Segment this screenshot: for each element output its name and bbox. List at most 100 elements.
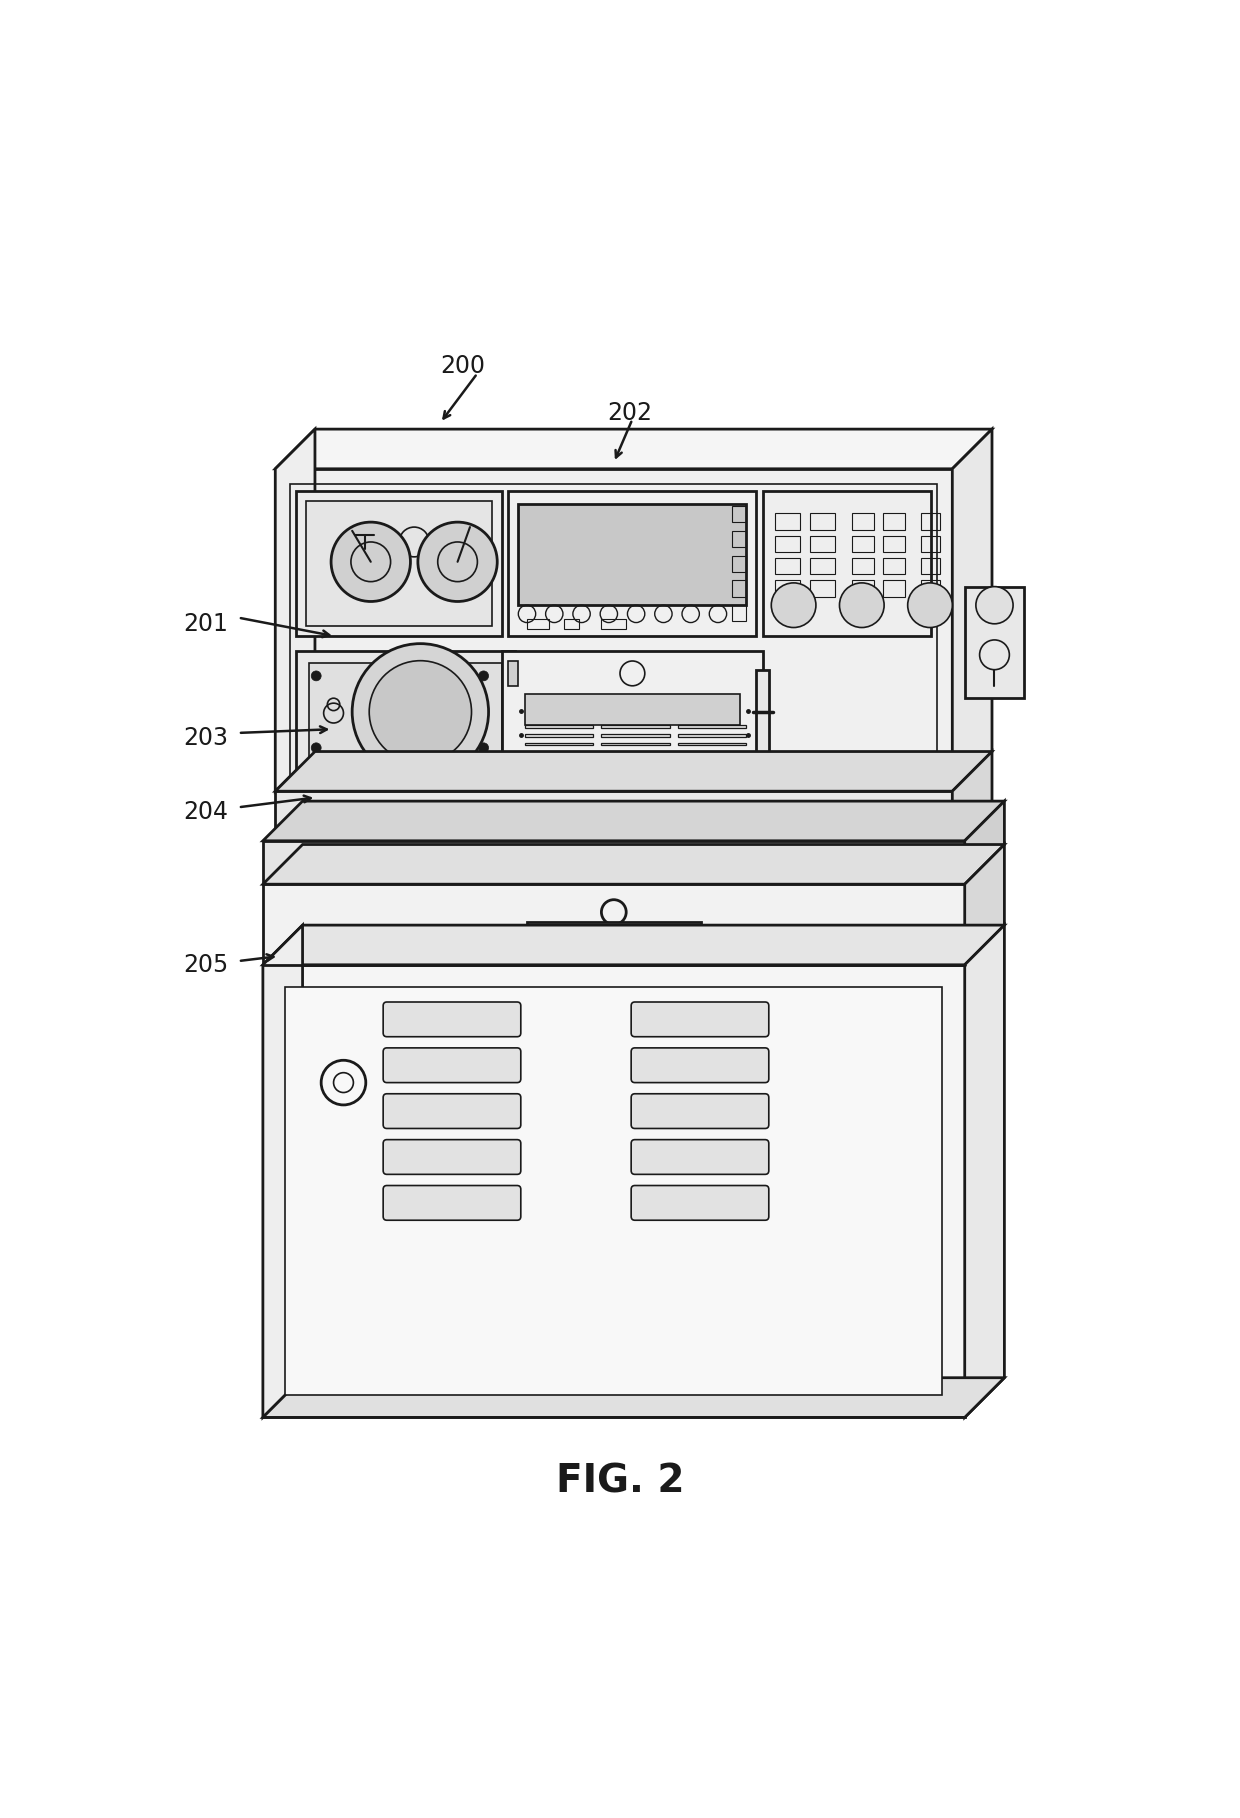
Bar xyxy=(775,558,800,574)
Bar xyxy=(756,669,769,754)
Bar xyxy=(564,618,579,629)
Bar xyxy=(810,536,835,553)
Polygon shape xyxy=(263,925,1004,965)
Text: 201: 201 xyxy=(184,613,228,636)
FancyBboxPatch shape xyxy=(631,1185,769,1220)
Bar xyxy=(852,536,874,553)
Bar xyxy=(527,618,549,629)
Bar xyxy=(678,725,746,727)
Polygon shape xyxy=(965,925,1004,1418)
Text: FIG. 2: FIG. 2 xyxy=(556,1463,684,1502)
Bar xyxy=(508,662,518,685)
Bar xyxy=(508,491,756,636)
Bar xyxy=(732,556,746,571)
Bar xyxy=(921,513,940,529)
Bar xyxy=(810,513,835,529)
Bar xyxy=(678,744,746,745)
Bar xyxy=(883,558,905,574)
Bar xyxy=(525,734,593,736)
FancyBboxPatch shape xyxy=(631,1140,769,1174)
Bar xyxy=(810,580,835,596)
Text: 204: 204 xyxy=(184,800,228,824)
Circle shape xyxy=(771,584,816,627)
Bar xyxy=(601,751,670,754)
Text: 203: 203 xyxy=(184,725,228,749)
Bar xyxy=(263,884,965,965)
Bar xyxy=(921,558,940,574)
Bar xyxy=(601,744,670,745)
Circle shape xyxy=(976,587,1013,624)
Bar xyxy=(763,491,931,636)
Bar xyxy=(285,987,942,1394)
FancyBboxPatch shape xyxy=(631,1094,769,1129)
Circle shape xyxy=(908,584,952,627)
Circle shape xyxy=(479,744,489,753)
Bar xyxy=(678,734,746,736)
Text: 202: 202 xyxy=(608,402,652,425)
FancyBboxPatch shape xyxy=(383,1002,521,1036)
Bar xyxy=(921,536,940,553)
Bar xyxy=(518,504,746,605)
Bar xyxy=(275,791,952,840)
FancyBboxPatch shape xyxy=(383,1047,521,1082)
Bar xyxy=(525,744,593,745)
Circle shape xyxy=(839,584,884,627)
Bar xyxy=(275,469,952,791)
Bar xyxy=(601,725,670,727)
Polygon shape xyxy=(263,925,303,1418)
Bar xyxy=(775,580,800,596)
FancyBboxPatch shape xyxy=(383,1185,521,1220)
Bar xyxy=(306,502,492,625)
Circle shape xyxy=(311,671,321,680)
Bar xyxy=(852,558,874,574)
Bar xyxy=(525,751,593,754)
Circle shape xyxy=(352,644,489,780)
Bar xyxy=(775,513,800,529)
Bar xyxy=(309,664,502,760)
Polygon shape xyxy=(965,845,1004,965)
Polygon shape xyxy=(952,429,992,791)
Bar xyxy=(678,751,746,754)
Bar xyxy=(527,922,701,949)
Circle shape xyxy=(331,522,410,602)
Polygon shape xyxy=(952,751,992,840)
Bar xyxy=(508,693,518,731)
Bar xyxy=(534,929,693,944)
Polygon shape xyxy=(263,845,1004,884)
Bar xyxy=(810,558,835,574)
Circle shape xyxy=(418,522,497,602)
Bar xyxy=(732,580,746,596)
Bar xyxy=(852,580,874,596)
Polygon shape xyxy=(965,802,1004,884)
Bar xyxy=(296,651,515,773)
Polygon shape xyxy=(263,802,1004,840)
Bar xyxy=(852,513,874,529)
Bar xyxy=(601,734,670,736)
Bar xyxy=(525,725,593,727)
Bar xyxy=(732,505,746,522)
FancyBboxPatch shape xyxy=(383,1140,521,1174)
Bar xyxy=(732,531,746,547)
Bar xyxy=(296,491,502,636)
Bar xyxy=(525,694,740,725)
FancyBboxPatch shape xyxy=(631,1047,769,1082)
Bar xyxy=(263,840,965,884)
Bar xyxy=(965,587,1024,698)
Bar xyxy=(921,580,940,596)
Bar xyxy=(290,484,937,776)
Text: 205: 205 xyxy=(184,953,228,976)
Bar xyxy=(883,536,905,553)
Circle shape xyxy=(479,671,489,680)
Bar xyxy=(601,618,626,629)
Polygon shape xyxy=(263,1378,1004,1418)
Bar xyxy=(883,580,905,596)
Circle shape xyxy=(311,744,321,753)
Bar xyxy=(502,651,763,773)
FancyBboxPatch shape xyxy=(631,1002,769,1036)
Bar xyxy=(883,513,905,529)
FancyBboxPatch shape xyxy=(383,1094,521,1129)
Text: 200: 200 xyxy=(440,355,485,378)
Polygon shape xyxy=(275,429,992,469)
Bar xyxy=(775,536,800,553)
Bar xyxy=(263,965,965,1418)
